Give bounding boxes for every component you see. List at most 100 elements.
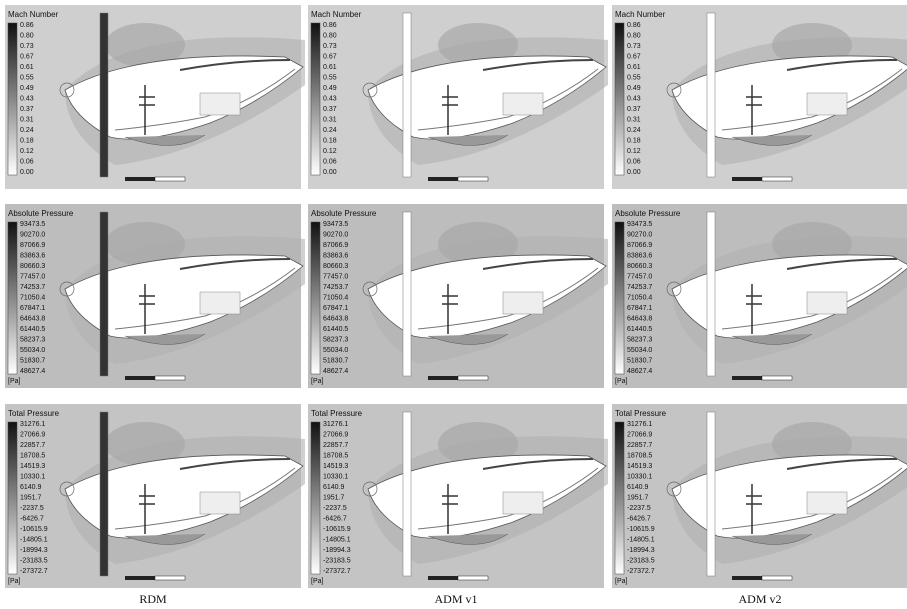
legend-value: 31276.1 xyxy=(323,421,348,428)
legend-unit: [Pa] xyxy=(8,378,21,385)
legend-value: 87066.9 xyxy=(323,242,348,249)
colorbar xyxy=(311,222,320,374)
legend-value: 27066.9 xyxy=(323,431,348,438)
legend-value: 83863.6 xyxy=(627,252,652,259)
legend-value: -18994.3 xyxy=(323,547,351,554)
legend-value: 10330.1 xyxy=(627,473,652,480)
legend-value: 0.80 xyxy=(627,32,641,39)
legend-value: 0.31 xyxy=(323,116,337,123)
legend-value: 93473.5 xyxy=(20,221,45,228)
legend-value: 0.24 xyxy=(20,127,34,134)
panel-title: Absolute Pressure xyxy=(615,209,681,218)
legend-value: -27372.7 xyxy=(627,568,655,575)
legend-value: 87066.9 xyxy=(20,242,45,249)
legend-value: 0.24 xyxy=(627,127,641,134)
legend-value: 71050.4 xyxy=(627,294,652,301)
legend-value: 74253.7 xyxy=(627,284,652,291)
legend-value: 0.55 xyxy=(20,74,34,81)
contour-panel: Mach Number0.860.800.730.670.610.550.490… xyxy=(308,5,608,189)
legend-value: 61440.5 xyxy=(323,326,348,333)
legend-value: 74253.7 xyxy=(323,284,348,291)
legend-value: 51830.7 xyxy=(323,357,348,364)
scale-bar xyxy=(762,576,792,580)
legend-value: -2237.5 xyxy=(323,505,347,512)
legend-value: 0.43 xyxy=(627,95,641,102)
colorbar xyxy=(8,23,17,175)
legend-value: 58237.3 xyxy=(627,336,652,343)
scale-bar xyxy=(458,177,488,181)
column-label: ADM v1 xyxy=(434,592,477,606)
legend-value: 31276.1 xyxy=(20,421,45,428)
column-label: ADM v2 xyxy=(738,592,781,606)
legend-value: 6140.9 xyxy=(323,484,345,491)
legend-value: 74253.7 xyxy=(20,284,45,291)
legend-value: 80660.3 xyxy=(627,263,652,270)
legend-value: 0.31 xyxy=(627,116,641,123)
legend-value: 0.00 xyxy=(323,169,337,176)
legend-unit: [Pa] xyxy=(311,378,324,385)
legend-value: -23183.5 xyxy=(627,557,655,564)
rotor-disk xyxy=(100,412,108,576)
legend-value: 14519.3 xyxy=(627,463,652,470)
rotor-disk xyxy=(403,412,411,576)
legend-value: 0.86 xyxy=(323,22,337,29)
legend-value: -10615.9 xyxy=(627,526,655,533)
legend-value: 0.43 xyxy=(20,95,34,102)
legend-unit: [Pa] xyxy=(311,578,324,585)
contour-panel: Total Pressure31276.127066.922857.718708… xyxy=(308,404,608,588)
legend-value: 83863.6 xyxy=(20,252,45,259)
legend-value: 0.55 xyxy=(627,74,641,81)
legend-value: 14519.3 xyxy=(323,463,348,470)
legend-value: 1951.7 xyxy=(323,494,345,501)
legend-value: -10615.9 xyxy=(323,526,351,533)
legend-value: 67847.1 xyxy=(20,305,45,312)
legend-value: 0.73 xyxy=(627,43,641,50)
legend-value: 64643.8 xyxy=(323,315,348,322)
rotor-disk xyxy=(707,13,715,177)
legend-value: 61440.5 xyxy=(627,326,652,333)
legend-value: 80660.3 xyxy=(20,263,45,270)
legend-value: 61440.5 xyxy=(20,326,45,333)
legend-value: 77457.0 xyxy=(627,273,652,280)
page: {"columns": ["RDM", "ADM v1", "ADM v2"],… xyxy=(0,0,907,609)
legend-value: 0.37 xyxy=(323,106,337,113)
rotor-disk xyxy=(100,13,108,177)
rotor-disk xyxy=(707,212,715,376)
legend-value: 83863.6 xyxy=(323,252,348,259)
legend-value: 0.06 xyxy=(627,158,641,165)
legend-unit: [Pa] xyxy=(615,378,628,385)
legend-value: 0.67 xyxy=(323,53,337,60)
legend-value: 0.06 xyxy=(20,158,34,165)
contour-panel: Mach Number0.860.800.730.670.610.550.490… xyxy=(5,5,305,189)
legend-value: 0.80 xyxy=(323,32,337,39)
legend-value: 0.86 xyxy=(627,22,641,29)
legend-value: 48627.4 xyxy=(20,368,45,375)
panel-title: Mach Number xyxy=(615,10,666,19)
legend-value: 77457.0 xyxy=(20,273,45,280)
legend-value: 71050.4 xyxy=(323,294,348,301)
legend-value: 58237.3 xyxy=(20,336,45,343)
legend-value: 0.61 xyxy=(20,64,34,71)
legend-value: 0.49 xyxy=(627,85,641,92)
legend-value: 0.06 xyxy=(323,158,337,165)
legend-value: -14805.1 xyxy=(323,536,351,543)
legend-value: 55034.0 xyxy=(627,347,652,354)
legend-value: 0.49 xyxy=(323,85,337,92)
legend-value: -18994.3 xyxy=(627,547,655,554)
legend-value: 31276.1 xyxy=(627,421,652,428)
panel-title: Mach Number xyxy=(311,10,362,19)
panel-title: Absolute Pressure xyxy=(8,209,74,218)
legend-value: 27066.9 xyxy=(20,431,45,438)
legend-value: 0.67 xyxy=(20,53,34,60)
legend-value: -23183.5 xyxy=(323,557,351,564)
legend-value: 0.18 xyxy=(20,137,34,144)
legend-value: 0.73 xyxy=(323,43,337,50)
legend-value: -14805.1 xyxy=(20,536,48,543)
contour-panel: Absolute Pressure93473.590270.087066.983… xyxy=(5,204,305,388)
colorbar xyxy=(8,422,17,574)
legend-value: 55034.0 xyxy=(20,347,45,354)
legend-value: 0.18 xyxy=(627,137,641,144)
legend-value: 22857.7 xyxy=(627,442,652,449)
legend-value: -23183.5 xyxy=(20,557,48,564)
scale-bar xyxy=(458,576,488,580)
